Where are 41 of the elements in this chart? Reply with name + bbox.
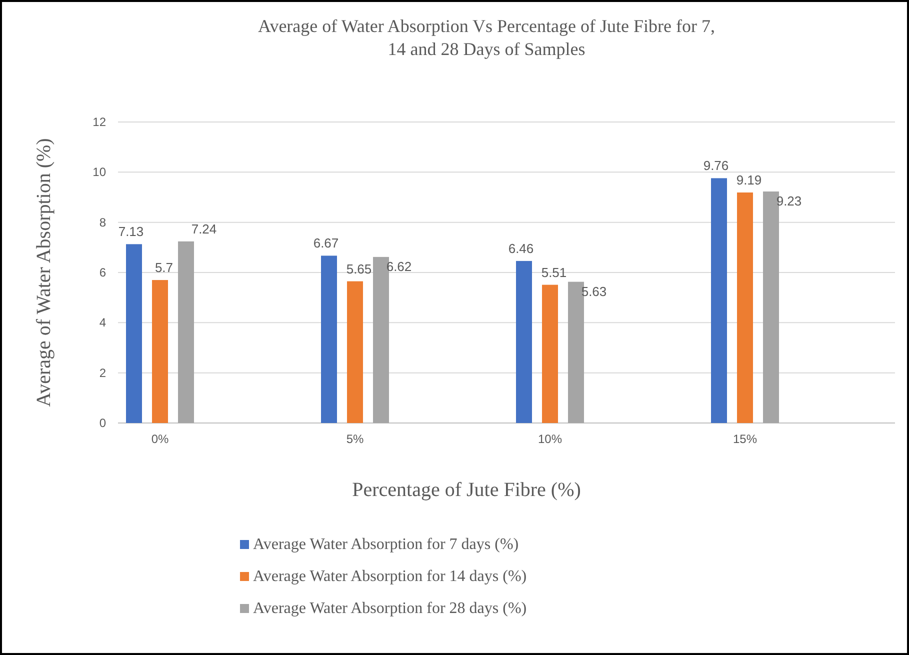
data-label: 7.24 (191, 221, 217, 236)
data-label: 6.62 (386, 258, 412, 274)
data-label: 7.13 (118, 224, 144, 240)
y-tick-label: 12 (92, 115, 106, 129)
x-tick-label: 10% (538, 432, 562, 446)
bar (178, 241, 194, 423)
bar (737, 192, 753, 423)
bar (152, 280, 168, 423)
y-tick-label: 2 (99, 366, 106, 380)
bar (347, 281, 363, 423)
bar (126, 244, 142, 423)
x-axis-title: Percentage of Jute Fibre (%) (352, 479, 581, 501)
data-label: 9.19 (736, 172, 762, 188)
chart-title: Average of Water Absorption Vs Percentage of Jute Fibre for 7, 14 and 28 Days of Samples (258, 16, 715, 59)
x-tick-label: 5% (346, 432, 364, 446)
data-label: 5.63 (581, 284, 607, 299)
data-label: 9.23 (776, 193, 802, 208)
bar (711, 178, 727, 423)
x-tick-label: 15% (732, 432, 758, 446)
bar (373, 256, 389, 423)
data-label: 5.65 (346, 261, 372, 276)
x-tick-label: 0% (151, 432, 169, 446)
bar (568, 282, 584, 423)
bar (321, 256, 337, 423)
bar (763, 191, 779, 423)
legend-label: Average Water Absorption for 7 days (%) (253, 536, 519, 553)
legend-label: Average Water Absorption for 28 days (%) (253, 600, 527, 617)
data-label: 6.46 (508, 240, 534, 256)
y-tick-label: 8 (99, 215, 106, 230)
data-label: 9.76 (703, 158, 729, 174)
bar (516, 260, 532, 423)
data-label: 5.7 (154, 260, 174, 276)
y-axis-title: Average of Water Absorption (%) (33, 138, 55, 407)
y-tick-label: 0 (99, 416, 106, 430)
data-label: 6.67 (313, 236, 339, 251)
bar (542, 284, 558, 423)
y-tick-label: 4 (99, 316, 106, 330)
y-tick-label: 6 (99, 266, 106, 280)
y-tick-label: 10 (92, 165, 106, 180)
legend-label: Average Water Absorption for 14 days (%) (253, 568, 527, 585)
data-label: 5.51 (541, 264, 567, 280)
